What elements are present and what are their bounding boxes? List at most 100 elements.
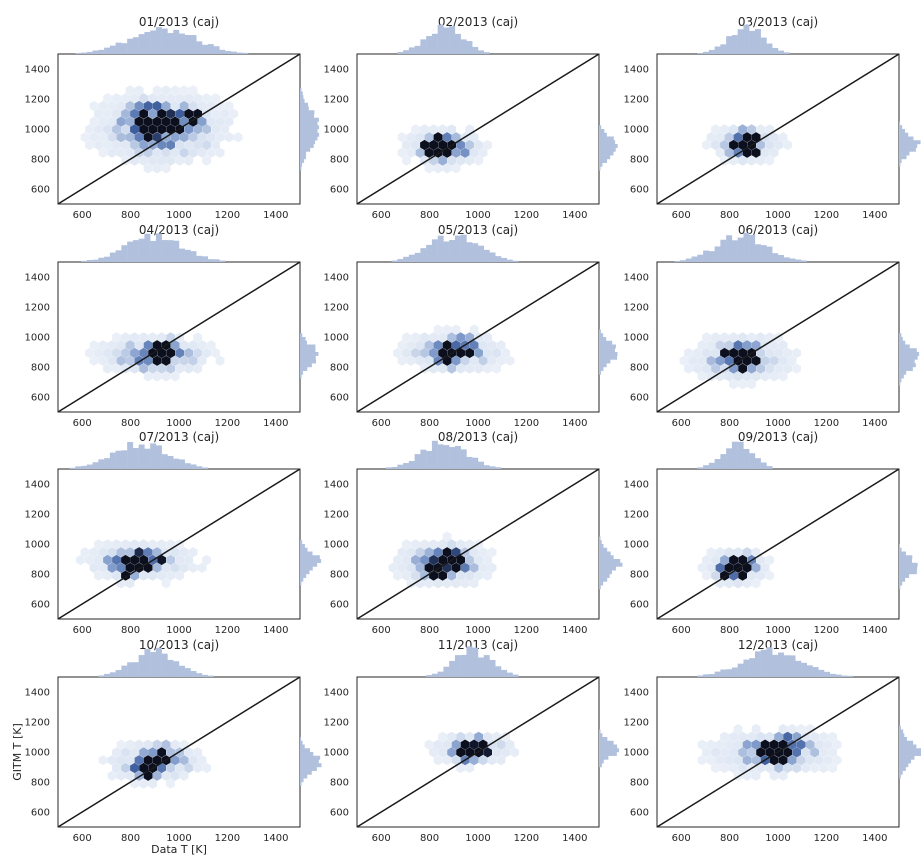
marginal-bar: [144, 448, 151, 469]
hexbin-cell: [175, 139, 184, 151]
hexbin-cell: [112, 570, 121, 581]
hexbin-cell: [175, 762, 184, 774]
hexbin-cell: [161, 85, 171, 96]
hexbin-cell: [175, 363, 184, 374]
marginal-bar: [778, 652, 784, 677]
hexbin-cell: [103, 570, 112, 581]
hexbin-cell: [139, 570, 148, 581]
hexbin-cell: [415, 340, 425, 351]
hexbin-cell: [451, 355, 461, 366]
hexbin-cell: [139, 539, 148, 550]
marginal-bar: [300, 352, 319, 356]
y-tick-label: 600: [330, 808, 349, 819]
hexbin-cell: [179, 340, 189, 351]
x-tick-label: 800: [121, 625, 140, 636]
marginal-bar: [300, 359, 317, 364]
subplot-1: 01/2013 (caj) 600 800 1000 1200 1400 600 800 100…: [25, 15, 320, 221]
diagonal-line: [356, 261, 600, 413]
marginal-bar: [483, 52, 490, 54]
hexbin-cell: [774, 762, 783, 774]
hexbin-cell: [706, 371, 716, 382]
subplot-title: 01/2013 (caj): [139, 15, 219, 29]
hexbin-cell: [134, 755, 144, 766]
hexbin-cell: [112, 124, 121, 135]
hexbin-cell: [130, 554, 139, 566]
hexbin-cell: [706, 562, 716, 573]
hexbin-cell: [161, 116, 171, 127]
hexbin-cell: [175, 570, 184, 581]
hexbin-cell: [487, 755, 497, 766]
hexbin-cell: [197, 100, 207, 112]
hexbin-cell: [170, 132, 180, 143]
x-tick-label: 800: [720, 210, 739, 221]
hexbin-cell: [456, 762, 465, 774]
hexbin-cell: [424, 562, 434, 573]
hexbin-cell: [112, 363, 121, 374]
hexbin-cell: [107, 147, 117, 158]
y-tick-label: 1200: [25, 303, 50, 314]
hexbin-cell: [832, 739, 842, 750]
hexbin-cell: [415, 547, 425, 558]
y-tick-label: 600: [330, 600, 349, 611]
marginal-bar: [599, 547, 608, 552]
marginal-bar: [391, 260, 398, 262]
diagonal-line: [57, 676, 301, 828]
hexbin-cell: [193, 347, 202, 359]
hexbin-cell: [474, 363, 483, 374]
hexbin-cell: [170, 739, 180, 750]
hexbin-cell: [179, 147, 189, 158]
y-tick-label: 800: [31, 363, 50, 374]
hexbin-cell: [188, 547, 198, 558]
hexbin-cell: [157, 332, 166, 343]
hexbin-cell: [402, 155, 411, 166]
hexbin-cell: [125, 739, 135, 750]
marginal-bar: [109, 672, 116, 677]
y-tick-label: 600: [31, 808, 50, 819]
marginal-bar: [437, 24, 444, 54]
marginal-bar: [300, 782, 302, 786]
marginal-bar: [478, 50, 484, 54]
hexbin-cell: [765, 332, 774, 343]
hexbin-cell: [89, 562, 99, 573]
hexbin-cells: [98, 739, 211, 789]
marginal-bar: [397, 51, 404, 54]
hexbin-cell: [424, 147, 434, 158]
hexbin-cell: [166, 570, 175, 581]
y-tick-label: 1200: [25, 510, 50, 521]
hexbin-cell: [116, 739, 126, 750]
hexbin-cell: [202, 124, 211, 135]
marginal-bar: [127, 38, 134, 54]
marginal-bar: [155, 647, 162, 677]
marginal-bar: [599, 140, 616, 145]
hexbin-cell: [742, 340, 752, 351]
hexbin-cell: [166, 332, 175, 343]
marginal-bar: [431, 239, 438, 262]
hexbin-cell: [152, 116, 162, 127]
marginal-bar: [219, 49, 226, 54]
hexbin-cell: [429, 747, 438, 758]
hexbin-cell: [756, 762, 765, 774]
hexbin-cell: [474, 347, 483, 359]
hexbin-cells: [388, 531, 497, 589]
hexbin-cell: [729, 747, 738, 758]
hexbin-cell: [188, 340, 198, 351]
marginal-bar: [795, 660, 802, 677]
hexbin-cell: [139, 778, 148, 789]
marginal-bar: [300, 110, 315, 115]
marginal-bar: [599, 370, 602, 375]
marginal-bar: [743, 24, 750, 54]
hexbin-cell: [787, 355, 797, 366]
marginal-bar: [899, 566, 918, 571]
marginal-bar: [300, 770, 312, 775]
hexbin-cell: [193, 124, 202, 135]
marginal-bar: [899, 740, 914, 745]
hexbin-cell: [783, 363, 792, 374]
hexbin-cell: [456, 347, 465, 359]
hexbin-cell: [112, 332, 121, 343]
hexbin-cell: [184, 554, 193, 566]
hexbin-cell: [170, 85, 180, 96]
marginal-bar: [92, 462, 99, 469]
marginal-bar: [697, 675, 704, 677]
hexbin-cell: [429, 332, 438, 343]
hexbin-cell: [715, 755, 725, 766]
